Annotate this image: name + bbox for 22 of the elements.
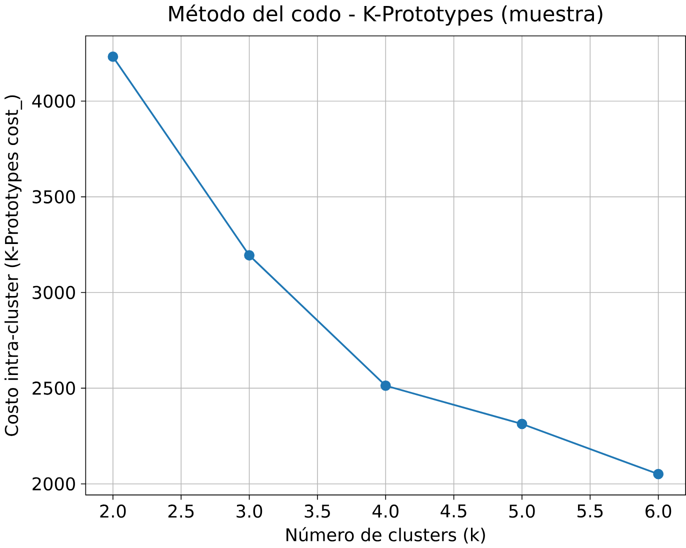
y-tick-label: 3000 <box>32 286 75 300</box>
x-tick-label: 5.5 <box>578 504 603 518</box>
y-tick-label: 2000 <box>32 477 75 491</box>
y-axis-title: Costo intra-cluster (K-Prototypes cost_) <box>4 95 22 436</box>
x-tick-label: 4.0 <box>372 504 398 518</box>
y-tick-label: 4000 <box>32 94 75 108</box>
point <box>108 52 118 62</box>
x-axis-title: Número de clusters (k) <box>286 527 485 544</box>
point <box>516 418 528 430</box>
point <box>653 468 664 480</box>
x-tick-label: 2.0 <box>100 504 126 518</box>
point <box>380 380 391 391</box>
chart-title: Método del codo - K-Prototypes (muestra) <box>169 4 602 26</box>
x-tick-label: 5.0 <box>509 504 535 518</box>
point <box>244 250 255 261</box>
x-tick-label: 2.5 <box>168 504 194 518</box>
x-tick-label: 3.5 <box>304 504 330 518</box>
x-tick-label: 6.0 <box>646 504 672 518</box>
y-tick-label: 2500 <box>32 382 75 395</box>
y-tick-label: 3500 <box>32 190 75 204</box>
x-tick-label: 4.5 <box>440 504 466 518</box>
x-tick-label: 3.0 <box>236 504 262 518</box>
